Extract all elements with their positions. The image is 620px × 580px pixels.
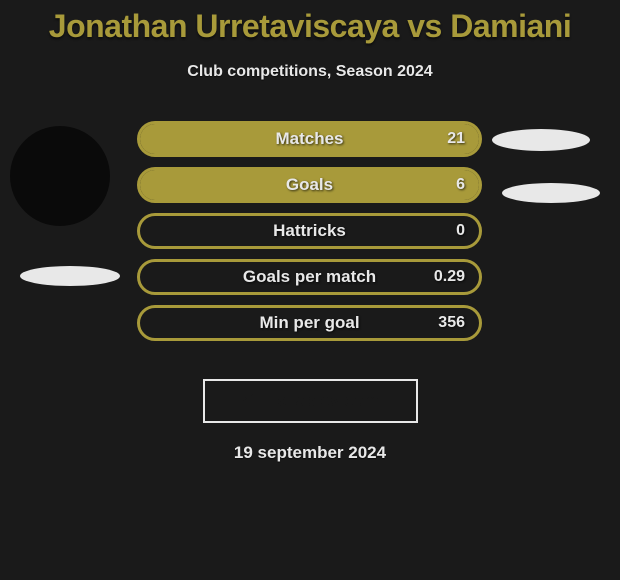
- stat-label: Goals: [286, 175, 333, 195]
- team-badge-right: [502, 183, 600, 203]
- player-avatar-left: [10, 126, 110, 226]
- stats-list: Matches 21 Goals 6 Hattricks 0 Goals per…: [137, 121, 482, 351]
- stat-row-matches: Matches 21: [137, 121, 482, 157]
- stat-row-hattricks: Hattricks 0: [137, 213, 482, 249]
- chart-icon: [241, 390, 263, 413]
- stat-value: 6: [456, 176, 465, 194]
- footer-date: 19 september 2024: [0, 443, 620, 463]
- stat-value: 0: [456, 222, 465, 240]
- stats-content: Matches 21 Goals 6 Hattricks 0 Goals per…: [0, 121, 620, 361]
- stat-label: Hattricks: [273, 221, 346, 241]
- watermark-text: FcTables.com: [267, 391, 379, 411]
- stat-value: 0.29: [434, 268, 465, 286]
- stat-row-min-per-goal: Min per goal 356: [137, 305, 482, 341]
- watermark[interactable]: FcTables.com: [203, 379, 418, 423]
- stat-row-goals: Goals 6: [137, 167, 482, 203]
- stat-value: 21: [447, 130, 465, 148]
- stat-label: Matches: [275, 129, 343, 149]
- player-avatar-right: [492, 129, 590, 151]
- stat-row-goals-per-match: Goals per match 0.29: [137, 259, 482, 295]
- subtitle: Club competitions, Season 2024: [0, 63, 620, 81]
- stat-value: 356: [438, 314, 465, 332]
- page-title: Jonathan Urretaviscaya vs Damiani: [0, 0, 620, 45]
- stat-label: Min per goal: [259, 313, 359, 333]
- stat-label: Goals per match: [243, 267, 376, 287]
- team-badge-left: [20, 266, 120, 286]
